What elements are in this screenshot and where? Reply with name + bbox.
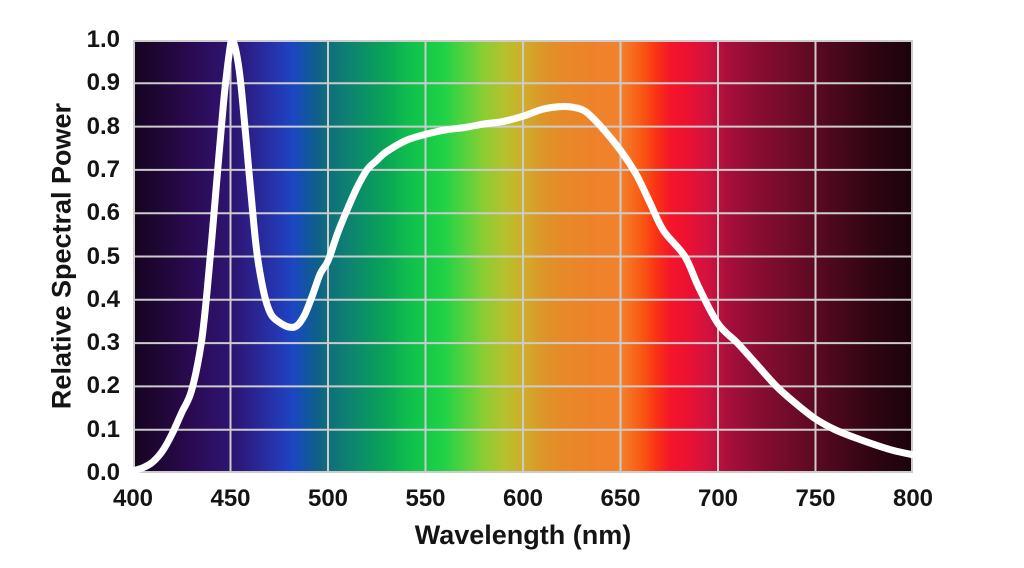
y-tick-label: 1.0 (86, 26, 120, 53)
y-tick-label: 0.0 (86, 459, 120, 486)
plot-area (133, 40, 913, 473)
spd-curve (133, 40, 913, 473)
x-tick-label: 600 (502, 485, 544, 512)
x-tick-label: 700 (697, 485, 739, 512)
x-tick-label: 500 (307, 485, 349, 512)
y-tick-label: 0.8 (86, 112, 120, 140)
y-tick-label: 0.6 (86, 199, 120, 227)
y-tick-label: 0.4 (86, 285, 120, 313)
y-tick-label: 0.7 (86, 155, 120, 183)
x-tick-label: 550 (405, 485, 446, 512)
y-tick-label: 0.1 (86, 415, 120, 443)
y-tick-label: 0.2 (86, 372, 120, 400)
x-tick-label: 800 (892, 485, 934, 512)
x-tick-label: 400 (112, 485, 154, 512)
x-axis-title: Wavelength (nm) (414, 520, 632, 550)
x-tick-label: 750 (795, 485, 836, 512)
y-tick-label: 0.9 (86, 69, 120, 97)
spectrum-plot-canvas (133, 40, 913, 473)
x-tick-label: 650 (600, 485, 641, 512)
x-tick-label: 450 (210, 485, 251, 512)
y-tick-label: 0.5 (86, 242, 120, 270)
y-tick-label: 0.3 (86, 329, 120, 357)
y-axis-title: Relative Spectral Power (46, 102, 77, 410)
